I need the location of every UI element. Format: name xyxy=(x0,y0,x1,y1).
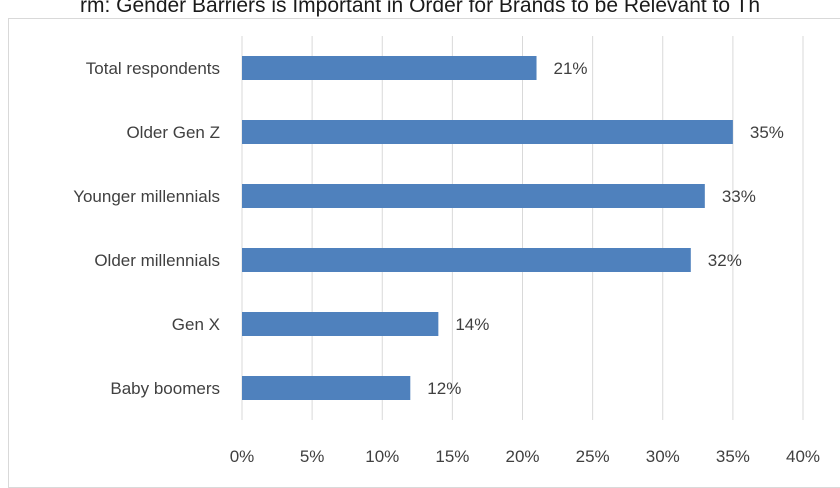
x-tick-label: 20% xyxy=(505,447,539,466)
value-label: 14% xyxy=(455,315,489,334)
category-labels: Total respondents Older Gen Z Younger mill… xyxy=(73,59,220,398)
x-tick-label: 10% xyxy=(365,447,399,466)
x-tick-label: 35% xyxy=(716,447,750,466)
category-label: Older Gen Z xyxy=(126,123,220,142)
x-tick-label: 5% xyxy=(300,447,325,466)
x-tick-label: 15% xyxy=(435,447,469,466)
x-tick-label: 40% xyxy=(786,447,820,466)
value-label: 33% xyxy=(722,187,756,206)
category-label: Younger millennials xyxy=(73,187,220,206)
value-labels: 21% 35% 33% 32% 14% 12% xyxy=(427,59,784,398)
bar xyxy=(242,184,705,208)
chart-title: rm: Gender Barriers is Important in Orde… xyxy=(79,0,761,17)
x-tick-label: 30% xyxy=(646,447,680,466)
x-tick-label: 0% xyxy=(230,447,255,466)
category-label: Gen X xyxy=(172,315,220,334)
bar xyxy=(242,312,439,336)
category-label: Baby boomers xyxy=(110,379,220,398)
category-label: Total respondents xyxy=(86,59,220,78)
bar xyxy=(242,376,411,400)
value-label: 21% xyxy=(554,59,588,78)
x-tick-labels: 0% 5% 10% 15% 20% 25% 30% 35% 40% xyxy=(230,447,820,466)
value-label: 32% xyxy=(708,251,742,270)
value-label: 12% xyxy=(427,379,461,398)
gridlines xyxy=(241,36,804,420)
bar xyxy=(242,120,733,144)
x-tick-label: 25% xyxy=(576,447,610,466)
bar xyxy=(242,248,691,272)
value-label: 35% xyxy=(750,123,784,142)
bars xyxy=(242,56,733,400)
category-label: Older millennials xyxy=(94,251,220,270)
bar xyxy=(242,56,537,80)
